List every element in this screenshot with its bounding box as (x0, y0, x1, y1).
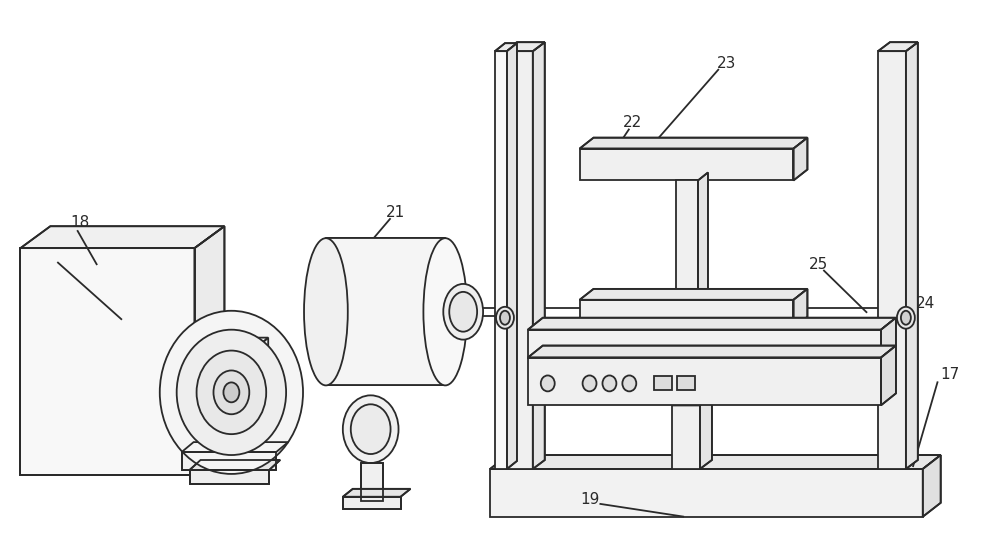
Polygon shape (254, 338, 268, 434)
Bar (495, 51, 507, 469)
Bar (195, 350, 254, 434)
Text: 19: 19 (580, 492, 599, 507)
Polygon shape (528, 345, 896, 358)
Ellipse shape (583, 376, 596, 391)
Ellipse shape (197, 351, 266, 434)
Polygon shape (580, 138, 807, 148)
Polygon shape (190, 460, 280, 470)
Ellipse shape (443, 284, 483, 339)
Polygon shape (878, 42, 918, 51)
Polygon shape (505, 42, 545, 51)
Bar (361, 463, 383, 501)
Ellipse shape (496, 307, 514, 329)
Bar (182, 452, 276, 470)
Bar (190, 470, 269, 484)
Bar (343, 497, 401, 509)
Bar (490, 469, 923, 516)
Text: 18: 18 (71, 215, 90, 230)
Ellipse shape (449, 292, 477, 331)
Polygon shape (881, 345, 896, 405)
Bar (326, 238, 445, 385)
Ellipse shape (343, 395, 399, 463)
Bar (505, 51, 533, 469)
Polygon shape (793, 289, 807, 328)
Polygon shape (507, 43, 517, 469)
Bar (20, 248, 195, 475)
Polygon shape (580, 289, 807, 300)
Bar (677, 377, 695, 391)
Polygon shape (923, 455, 941, 516)
Bar (580, 148, 793, 180)
Polygon shape (343, 489, 410, 497)
Bar (195, 350, 254, 434)
Bar (361, 463, 383, 501)
Text: 22: 22 (623, 115, 642, 130)
Polygon shape (495, 43, 517, 51)
Polygon shape (881, 318, 896, 358)
Bar (190, 470, 269, 484)
Polygon shape (533, 42, 545, 469)
Bar (878, 51, 906, 469)
Bar (182, 452, 276, 470)
Bar (580, 300, 793, 328)
Bar (528, 330, 881, 358)
Text: 20: 20 (229, 318, 248, 333)
Polygon shape (698, 173, 708, 300)
Polygon shape (195, 226, 224, 475)
Bar (343, 497, 401, 509)
Text: 23: 23 (717, 55, 737, 70)
Text: 21: 21 (386, 205, 405, 220)
Polygon shape (793, 138, 807, 180)
Bar (20, 248, 195, 475)
Text: 17: 17 (941, 367, 960, 382)
Polygon shape (195, 338, 268, 350)
Ellipse shape (351, 404, 391, 454)
Ellipse shape (304, 238, 348, 385)
Ellipse shape (223, 383, 239, 402)
Polygon shape (700, 397, 712, 469)
Text: 25: 25 (809, 257, 828, 272)
Polygon shape (182, 442, 288, 452)
Ellipse shape (901, 311, 911, 325)
Bar (528, 358, 881, 405)
Ellipse shape (423, 238, 467, 385)
Polygon shape (906, 42, 918, 469)
Ellipse shape (602, 376, 616, 391)
Bar (676, 180, 698, 300)
Text: 24: 24 (916, 296, 935, 312)
Bar (672, 405, 700, 469)
Bar (654, 377, 672, 391)
Polygon shape (490, 455, 941, 469)
Ellipse shape (897, 307, 915, 329)
Ellipse shape (213, 371, 249, 414)
Ellipse shape (622, 376, 636, 391)
Ellipse shape (177, 330, 286, 455)
Ellipse shape (500, 311, 510, 325)
Polygon shape (672, 397, 712, 405)
Ellipse shape (160, 311, 303, 474)
Ellipse shape (541, 376, 555, 391)
Polygon shape (528, 318, 896, 330)
Polygon shape (20, 226, 224, 248)
